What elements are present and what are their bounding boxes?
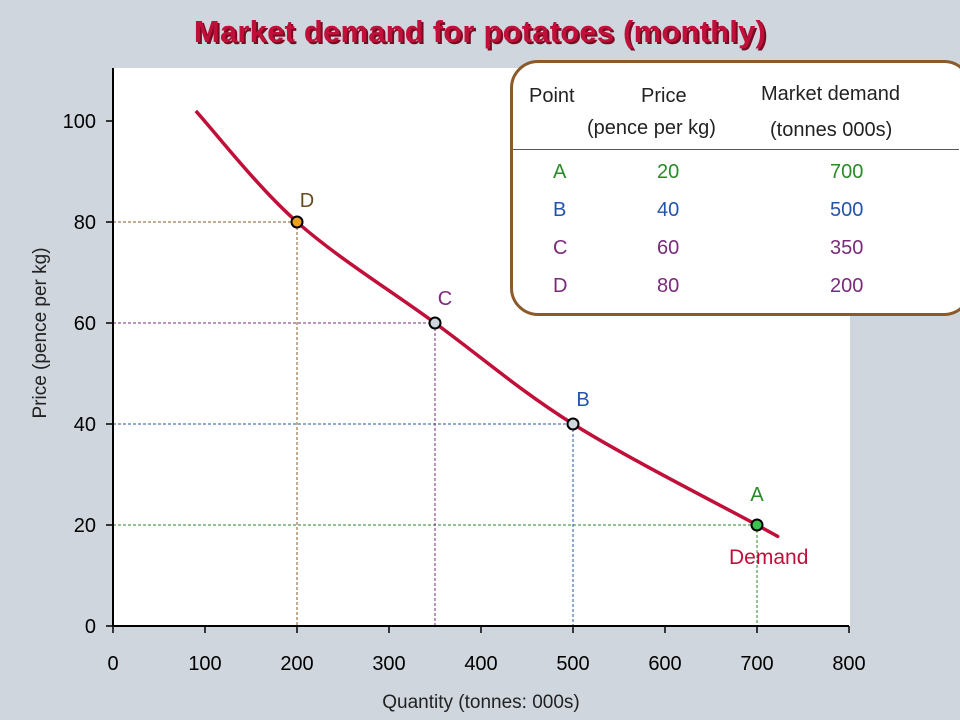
point-d-marker	[290, 215, 304, 229]
y-tick-label: 80	[74, 212, 96, 234]
header-divider	[513, 149, 959, 150]
x-tick-label: 500	[556, 653, 589, 675]
demand-series-label: Demand	[729, 546, 808, 569]
axes	[106, 68, 850, 633]
x-axis-label: Quantity (tonnes: 000s)	[382, 692, 580, 713]
x-tick-label: 300	[372, 653, 405, 675]
point-c-marker	[428, 316, 442, 330]
y-tick-label: 0	[85, 616, 96, 638]
x-tick-label: 400	[464, 653, 497, 675]
x-tick-label: 100	[188, 653, 221, 675]
header-demand-unit: (tonnes 000s)	[770, 119, 893, 141]
point-b-marker	[566, 417, 580, 431]
table-cell-demand: 500	[830, 199, 864, 221]
table-cell-demand: 200	[830, 275, 864, 297]
demand-schedule-table: Point Price (pence per kg) Market demand…	[510, 60, 960, 316]
x-tick-label: 700	[740, 653, 773, 675]
chart-title: Market demand for potatoes (monthly)	[193, 14, 767, 49]
x-tick-label: 800	[832, 653, 865, 675]
tick-labels: 0 100 200 300 400 500 600 700 800 0 20 40 60 80 100	[63, 111, 866, 675]
x-tick-label: 0	[107, 653, 118, 675]
header-point: Point	[529, 85, 575, 107]
y-axis-label: Price (pence per kg)	[30, 247, 51, 418]
header-price: Price	[641, 85, 687, 107]
x-tick-label: 200	[280, 653, 313, 675]
header-demand: Market demand	[761, 83, 900, 105]
table-cell-demand: 700	[830, 161, 864, 183]
table-cell-demand: 350	[830, 237, 864, 259]
point-c-label: C	[438, 288, 452, 310]
x-tick-label: 600	[648, 653, 681, 675]
table-cell-point: A	[553, 161, 567, 183]
y-tick-label: 100	[63, 111, 96, 133]
point-a-label: A	[750, 484, 764, 506]
y-tick-label: 20	[74, 515, 96, 537]
table-cell-price: 20	[657, 161, 680, 183]
demand-series-line	[194, 109, 780, 539]
table-cell-price: 80	[657, 275, 680, 297]
table-cell-price: 60	[657, 237, 680, 259]
table-cell-point: C	[553, 237, 568, 259]
y-tick-label: 40	[74, 414, 96, 436]
guide-lines	[113, 221, 758, 626]
point-a-marker	[750, 518, 764, 532]
point-b-label: B	[576, 389, 589, 411]
point-d-label: D	[300, 190, 314, 212]
table-cell-point: D	[553, 275, 568, 297]
table-cell-point: B	[553, 199, 567, 221]
table-cell-price: 40	[657, 199, 680, 221]
header-price-unit: (pence per kg)	[587, 117, 716, 139]
demand-curve	[194, 109, 780, 539]
y-tick-label: 60	[74, 313, 96, 335]
